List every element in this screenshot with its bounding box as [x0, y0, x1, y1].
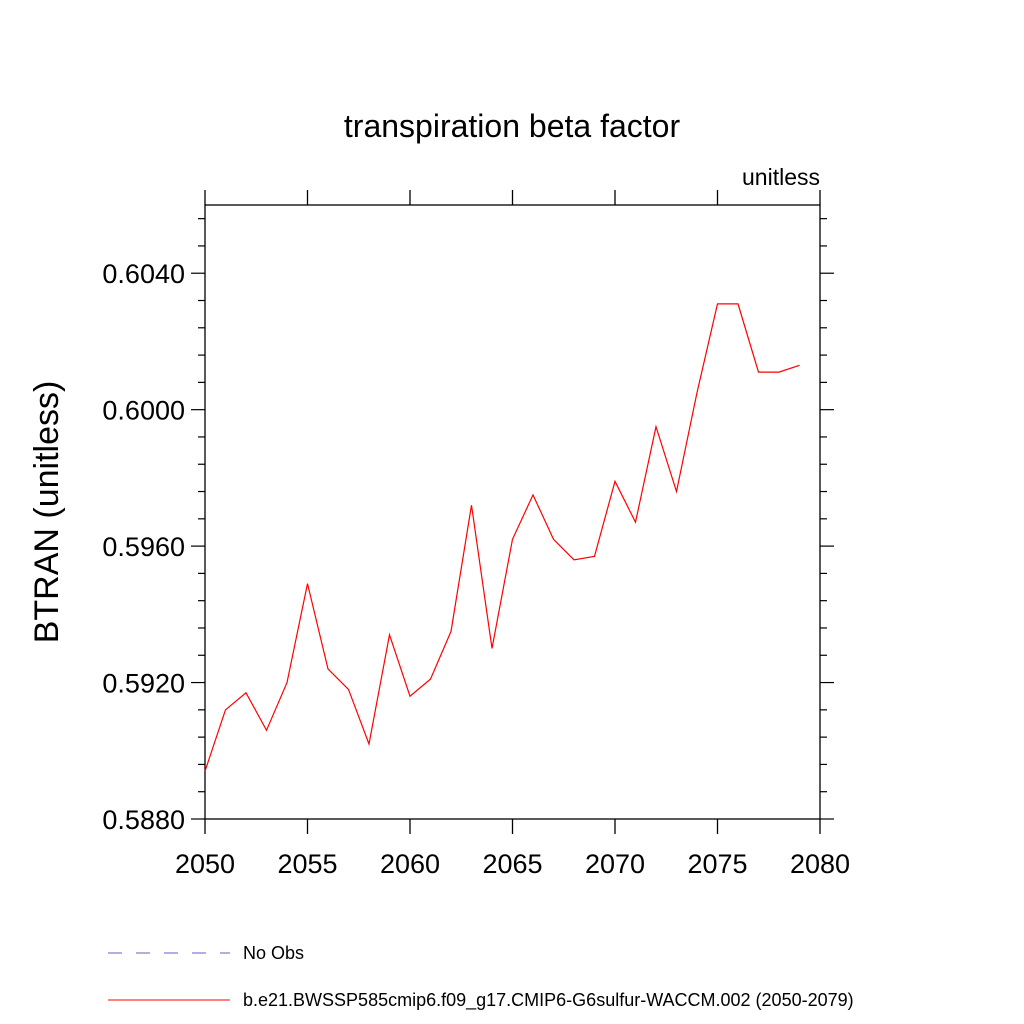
x-tick-label: 2070 [585, 849, 645, 879]
x-tick-label: 2060 [380, 849, 440, 879]
legend-label: No Obs [243, 943, 304, 963]
y-axis-label: BTRAN (unitless) [28, 381, 66, 644]
series-line [204, 303, 800, 772]
chart-title: transpiration beta factor [344, 108, 681, 144]
x-tick-label: 2050 [175, 849, 235, 879]
units-label: unitless [742, 164, 820, 190]
y-tick-label: 0.5880 [102, 805, 185, 835]
y-tick-label: 0.5960 [102, 532, 185, 562]
y-tick-label: 0.5920 [102, 669, 185, 699]
x-tick-label: 2075 [687, 849, 747, 879]
x-tick-label: 2080 [790, 849, 850, 879]
y-tick-label: 0.6000 [102, 396, 185, 426]
x-tick-label: 2065 [482, 849, 542, 879]
legend-label: b.e21.BWSSP585cmip6.f09_g17.CMIP6-G6sulf… [243, 990, 854, 1011]
y-tick-label: 0.6040 [102, 259, 185, 289]
x-tick-label: 2055 [277, 849, 337, 879]
plot-frame [204, 204, 821, 820]
